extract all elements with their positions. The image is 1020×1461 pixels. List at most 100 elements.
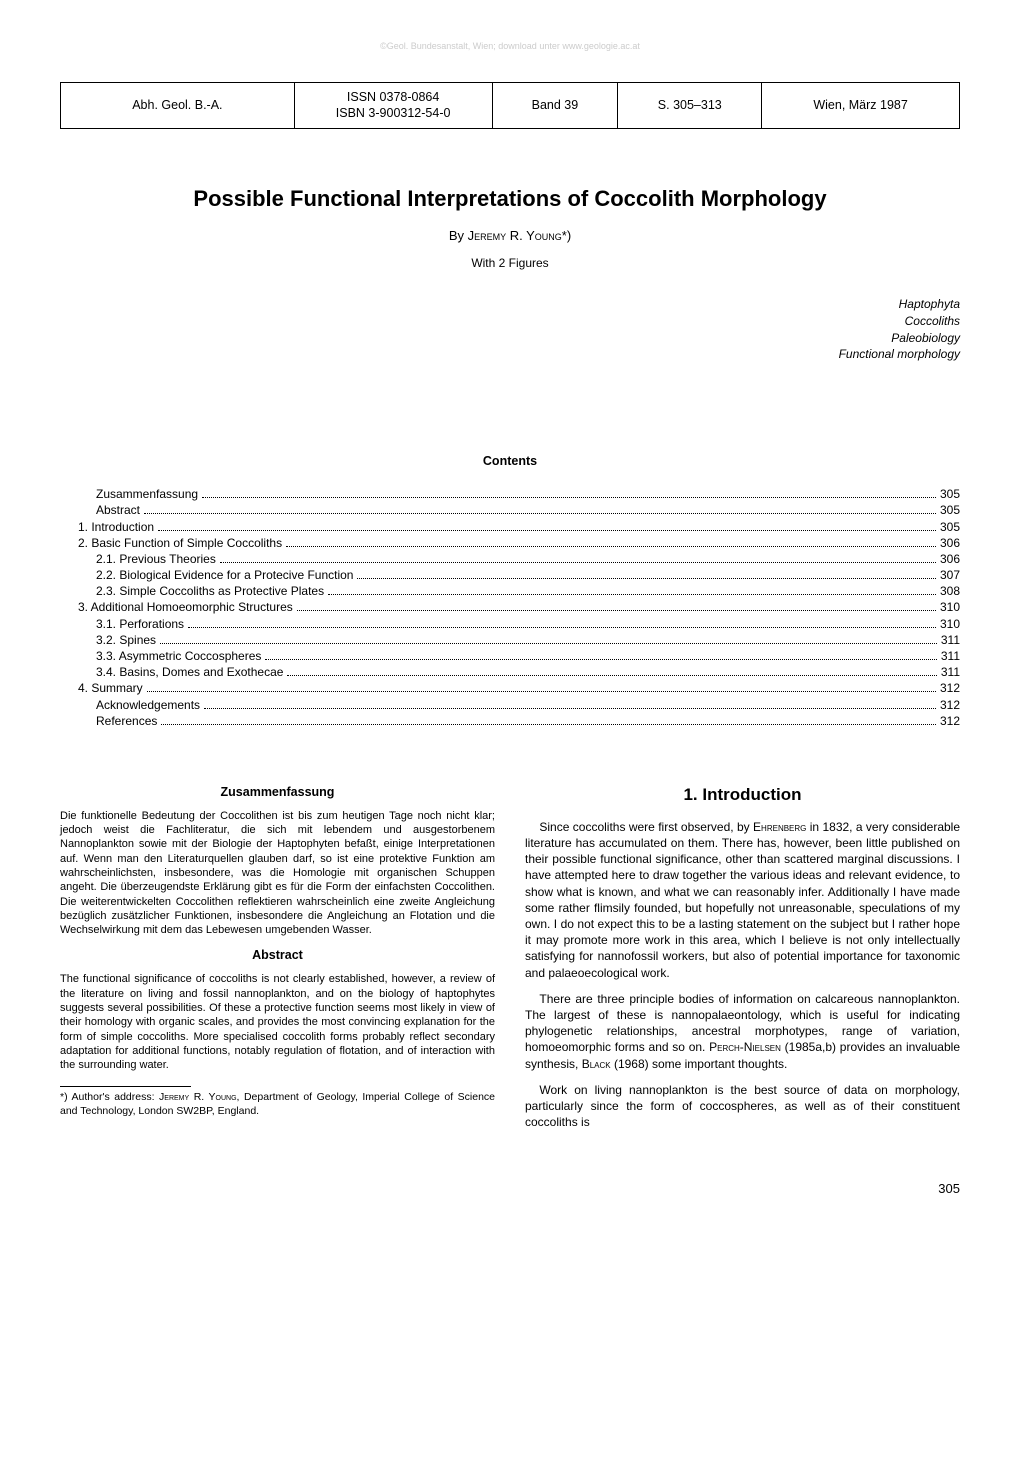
toc-page: 311 (941, 664, 960, 680)
toc-leader (158, 521, 936, 530)
toc-row: 2.3. Simple Coccoliths as Protective Pla… (60, 583, 960, 599)
meta-journal: Abh. Geol. B.-A. (61, 83, 295, 129)
toc-label: 2.3. Simple Coccoliths as Protective Pla… (96, 583, 324, 599)
intro-para-2: There are three principle bodies of info… (525, 991, 960, 1072)
intro-para-3: Work on living nannoplankton is the best… (525, 1082, 960, 1131)
zusammenfassung-heading: Zusammenfassung (60, 784, 495, 801)
meta-issn-line1: ISSN 0378-0864 (305, 89, 482, 105)
toc-leader (160, 634, 937, 643)
intro-para-1: Since coccoliths were first observed, by… (525, 819, 960, 981)
toc-row: 2.2. Biological Evidence for a Protecive… (60, 567, 960, 583)
toc-row: 4. Summary 312 (60, 680, 960, 696)
toc-row: 1. Introduction305 (60, 519, 960, 535)
introduction-heading: 1. Introduction (525, 784, 960, 807)
toc-label: 3.2. Spines (96, 632, 156, 648)
p1-text-a: Since coccoliths were first observed, by (539, 820, 753, 834)
toc-label: 2.1. Previous Theories (96, 551, 216, 567)
keyword: Functional morphology (60, 346, 960, 363)
meta-band: Band 39 (492, 83, 618, 129)
toc-page: 310 (940, 599, 960, 615)
meta-issn: ISSN 0378-0864 ISBN 3-900312-54-0 (294, 83, 492, 129)
keyword: Haptophyta (60, 296, 960, 313)
toc-leader (204, 699, 936, 708)
table-of-contents: Zusammenfassung305Abstract3051. Introduc… (60, 486, 960, 729)
toc-page: 312 (940, 713, 960, 729)
toc-row: 3. Additional Homoeomorphic Structures 31… (60, 599, 960, 615)
footnote-author-name: Jeremy R. Young (159, 1091, 237, 1103)
toc-page: 305 (940, 502, 960, 518)
toc-row: References 312 (60, 713, 960, 729)
toc-leader (144, 505, 936, 514)
toc-label: 1. Introduction (78, 519, 154, 535)
zusammenfassung-text: Die funktionelle Bedeutung der Coccolith… (60, 809, 495, 938)
contents-heading: Contents (60, 453, 960, 470)
toc-page: 312 (940, 680, 960, 696)
toc-page: 306 (940, 535, 960, 551)
byline: By Jeremy R. Young*) (60, 227, 960, 245)
toc-row: 3.1. Perforations310 (60, 616, 960, 632)
toc-leader (265, 651, 936, 660)
p1-author-ehrenberg: Ehrenberg (753, 820, 806, 834)
toc-leader (188, 618, 936, 627)
page-number: 305 (60, 1180, 960, 1198)
toc-label: 3. Additional Homoeomorphic Structures (78, 599, 293, 615)
abstract-heading: Abstract (60, 947, 495, 964)
toc-leader (202, 489, 936, 498)
toc-label: 4. Summary (78, 680, 143, 696)
keywords-block: Haptophyta Coccoliths Paleobiology Funct… (60, 296, 960, 363)
left-column: Zusammenfassung Die funktionelle Bedeutu… (60, 784, 495, 1140)
toc-row: 3.2. Spines 311 (60, 632, 960, 648)
meta-city-date: Wien, März 1987 (762, 83, 960, 129)
abstract-text: The functional significance of coccolith… (60, 972, 495, 1072)
toc-label: 2.2. Biological Evidence for a Protecive… (96, 567, 353, 583)
toc-row: Abstract 305 (60, 502, 960, 518)
watermark-text: ©Geol. Bundesanstalt, Wien; download unt… (60, 40, 960, 52)
right-column: 1. Introduction Since coccoliths were fi… (525, 784, 960, 1140)
toc-leader (297, 602, 936, 611)
toc-row: 3.4. Basins, Domes and Exothecae 311 (60, 664, 960, 680)
footnote-rule (60, 1086, 191, 1087)
toc-leader (287, 667, 936, 676)
toc-label: 3.4. Basins, Domes and Exothecae (96, 664, 283, 680)
meta-pages: S. 305–313 (618, 83, 762, 129)
p2-author-perchnielsen: Perch-Nielsen (709, 1040, 781, 1054)
toc-row: 2.1. Previous Theories 306 (60, 551, 960, 567)
toc-page: 312 (940, 697, 960, 713)
toc-row: 3.3. Asymmetric Coccospheres 311 (60, 648, 960, 664)
toc-row: Zusammenfassung 305 (60, 486, 960, 502)
toc-label: 3.3. Asymmetric Coccospheres (96, 648, 261, 664)
toc-leader (286, 537, 936, 546)
meta-issn-line2: ISBN 3-900312-54-0 (305, 105, 482, 121)
keyword: Coccoliths (60, 313, 960, 330)
footnote-pre: *) Author's address: (60, 1091, 159, 1103)
p2-text-c: (1968) some important thoughts. (611, 1057, 788, 1071)
toc-leader (161, 715, 936, 724)
toc-page: 311 (941, 632, 960, 648)
toc-label: Acknowledgements (96, 697, 200, 713)
toc-row: 2. Basic Function of Simple Coccoliths 30… (60, 535, 960, 551)
keyword: Paleobiology (60, 330, 960, 347)
figures-line: With 2 Figures (60, 255, 960, 271)
toc-leader (147, 683, 936, 692)
toc-label: 2. Basic Function of Simple Coccoliths (78, 535, 282, 551)
author-footnote: *) Author's address: Jeremy R. Young, De… (60, 1091, 495, 1118)
p1-text-b: in 1832, a very considerable literature … (525, 820, 960, 980)
toc-page: 305 (940, 486, 960, 502)
toc-page: 307 (940, 567, 960, 583)
toc-page: 308 (940, 583, 960, 599)
meta-table: Abh. Geol. B.-A. ISSN 0378-0864 ISBN 3-9… (60, 82, 960, 129)
toc-page: 311 (941, 648, 960, 664)
byline-author: Jeremy R. Young*) (468, 228, 572, 243)
article-title: Possible Functional Interpretations of C… (60, 184, 960, 214)
toc-row: Acknowledgements 312 (60, 697, 960, 713)
toc-label: Abstract (96, 502, 140, 518)
toc-page: 310 (940, 616, 960, 632)
toc-leader (328, 586, 936, 595)
toc-label: References (96, 713, 157, 729)
toc-label: Zusammenfassung (96, 486, 198, 502)
toc-leader (220, 553, 936, 562)
two-column-body: Zusammenfassung Die funktionelle Bedeutu… (60, 784, 960, 1140)
toc-leader (357, 570, 935, 579)
byline-by: By (449, 228, 468, 243)
toc-page: 306 (940, 551, 960, 567)
